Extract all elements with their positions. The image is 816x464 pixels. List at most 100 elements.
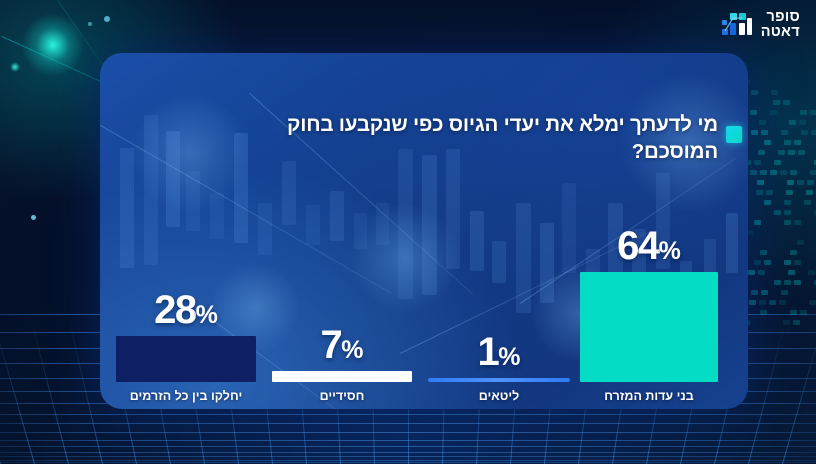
- globe-pixel: [783, 100, 790, 105]
- bar-label-0: יחלקו בין כל הזרמים: [116, 389, 256, 403]
- bar-value-3: 64%: [580, 226, 718, 266]
- globe-pixel: [749, 300, 756, 305]
- globe-pixel: [797, 180, 804, 185]
- bar-group-3[interactable]: 64% בני עדות המזרח: [580, 226, 718, 403]
- globe-pixel: [794, 260, 801, 265]
- page-title: מי לדעתך ימלא את יעדי הגיוס כפי שנקבעו ב…: [228, 111, 718, 166]
- globe-pixel: [760, 250, 767, 255]
- globe-pixel: [794, 280, 801, 285]
- globe-pixel: [780, 170, 787, 175]
- globe-pixel: [810, 170, 816, 175]
- globe-pixel: [788, 270, 795, 275]
- globe-pixel: [764, 200, 771, 205]
- globe-pixel: [800, 110, 807, 115]
- globe-pixel: [759, 120, 766, 125]
- globe-pixel: [754, 260, 761, 265]
- globe-pixel: [750, 170, 757, 175]
- globe-pixel: [809, 300, 816, 305]
- globe-pixel: [784, 210, 791, 215]
- globe-pixel: [751, 90, 758, 95]
- globe-pixel: [800, 310, 807, 315]
- bar-group-0[interactable]: 28% יחלקו בין כל הזרמים: [116, 290, 256, 403]
- globe-pixel: [784, 200, 791, 205]
- globe-pixel: [773, 100, 780, 105]
- globe-pixel: [774, 280, 781, 285]
- globe-pixel: [799, 120, 806, 125]
- brand-logo-text: סופר דאטה: [761, 10, 800, 40]
- globe-pixel: [766, 190, 773, 195]
- globe-pixel: [790, 250, 797, 255]
- bar-value-1: 7%: [272, 325, 412, 365]
- globe-pixel: [764, 140, 771, 145]
- globe-pixel: [770, 170, 777, 175]
- globe-pixel: [797, 240, 804, 245]
- globe-pixel: [764, 260, 771, 265]
- globe-pixel: [779, 300, 786, 305]
- title-block: מי לדעתך ימלא את יעדי הגיוס כפי שנקבעו ב…: [228, 111, 718, 166]
- globe-pixel: [784, 140, 791, 145]
- globe-pixel: [787, 180, 794, 185]
- globe-pixel: [770, 110, 777, 115]
- globe-pixel: [811, 130, 816, 135]
- bar-value-0: 28%: [116, 290, 256, 330]
- bar-chart-plot: 28% יחלקו בין כל הזרמים 7% חסידיים 1% לי…: [100, 203, 748, 403]
- globe-pixel: [771, 90, 778, 95]
- chart-panel: מי לדעתך ימלא את יעדי הגיוס כפי שנקבעו ב…: [100, 53, 748, 409]
- globe-pixel: [761, 290, 768, 295]
- globe-pixel: [760, 310, 767, 315]
- glow-dot-tiny-b: [104, 16, 110, 22]
- bar-rect-1[interactable]: [272, 371, 412, 382]
- globe-pixel: [760, 170, 767, 175]
- bar-rect-0[interactable]: [116, 336, 256, 382]
- globe-pixel: [754, 160, 761, 165]
- bar-rect-3[interactable]: [580, 272, 718, 382]
- globe-pixel: [788, 150, 795, 155]
- glow-dot-small: [10, 62, 20, 72]
- globe-pixel: [808, 270, 815, 275]
- globe-pixel: [778, 150, 785, 155]
- globe-pixel: [758, 270, 765, 275]
- globe-pixel: [781, 130, 788, 135]
- globe-pixel: [781, 290, 788, 295]
- globe-pixel: [810, 110, 816, 115]
- globe-pixel: [757, 180, 764, 185]
- globe-pixel: [783, 320, 790, 325]
- bar-rect-2[interactable]: [428, 378, 570, 382]
- bar-group-2[interactable]: 1% ליטאים: [428, 332, 570, 403]
- globe-pixel: [786, 190, 793, 195]
- globe-pixel: [784, 260, 791, 265]
- globe-pixel: [794, 140, 801, 145]
- brand-logo[interactable]: סופר דאטה: [720, 10, 800, 40]
- globe-pixel: [804, 200, 811, 205]
- globe-pixel: [789, 120, 796, 125]
- globe-pixel: [784, 220, 791, 225]
- globe-pixel: [806, 190, 813, 195]
- globe-pixel: [748, 270, 755, 275]
- infographic-screen: מי לדעתך ימלא את יעדי הגיוס כפי שנקבעו ב…: [0, 0, 816, 464]
- glow-dot-tiny-a: [31, 215, 36, 220]
- logo-line-1: סופר: [761, 10, 800, 25]
- logo-line-2: דאטה: [761, 25, 800, 40]
- globe-pixel: [774, 210, 781, 215]
- globe-pixel: [759, 300, 766, 305]
- globe-pixel: [754, 220, 761, 225]
- globe-pixel: [784, 280, 791, 285]
- bar-chart-nodes-icon: [720, 10, 754, 40]
- teal-square-bullet-icon: [726, 126, 742, 143]
- globe-pixel: [758, 150, 765, 155]
- bar-group-1[interactable]: 7% חסידיים: [272, 325, 412, 403]
- globe-pixel: [794, 220, 801, 225]
- globe-pixel: [761, 130, 768, 135]
- bar-label-3: בני עדות המזרח: [580, 389, 718, 403]
- globe-pixel: [798, 150, 805, 155]
- globe-pixel: [750, 110, 757, 115]
- globe-pixel: [751, 130, 758, 135]
- globe-pixel: [801, 130, 808, 135]
- globe-pixel: [790, 170, 797, 175]
- globe-pixel: [751, 290, 758, 295]
- bar-label-1: חסידיים: [272, 389, 412, 403]
- grid-line-vertical: [0, 320, 35, 464]
- glow-dot-tiny-c: [88, 22, 92, 26]
- globe-pixel: [774, 160, 781, 165]
- globe-pixel: [790, 310, 797, 315]
